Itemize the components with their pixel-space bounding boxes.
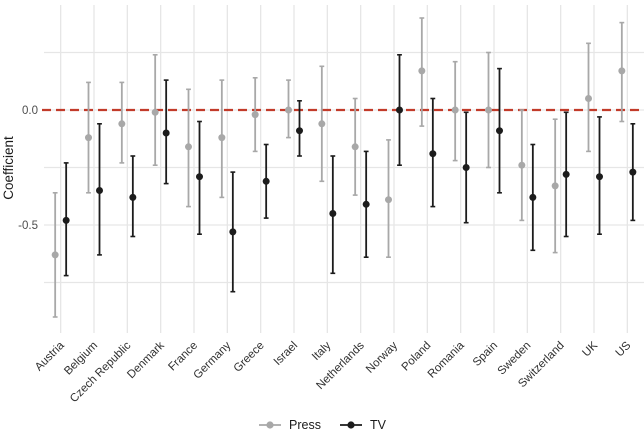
point-netherlands-press <box>351 143 359 151</box>
point-austria-press <box>51 251 59 259</box>
x-tick-label-norway: Norway <box>364 339 400 375</box>
point-italy-tv <box>329 210 337 217</box>
x-tick-label-germany: Germany <box>192 339 234 381</box>
press-legend-key-icon <box>259 421 282 429</box>
point-denmark-tv <box>162 129 170 137</box>
x-tick-label-italy: Italy <box>310 339 334 363</box>
chart-legend: Press TV <box>0 419 644 432</box>
legend-item-press: Press <box>258 419 321 432</box>
point-sweden-tv <box>529 193 537 201</box>
point-us-press <box>618 67 626 75</box>
point-greece-press <box>251 111 259 119</box>
x-tick-label-greece: Greece <box>232 340 267 375</box>
point-germany-tv <box>229 228 237 236</box>
point-switzerland-press <box>551 182 559 190</box>
point-poland-tv <box>429 150 437 158</box>
point-spain-press <box>485 106 492 114</box>
x-tick-label-denmark: Denmark <box>125 339 167 381</box>
x-tick-label-uk: UK <box>580 339 600 359</box>
point-uk-tv <box>596 173 603 181</box>
point-romania-press <box>451 106 459 114</box>
point-czech-republic-press <box>118 120 126 128</box>
point-greece-tv <box>262 177 270 185</box>
legend-label-tv: TV <box>369 418 386 432</box>
x-tick-label-israel: Israel <box>272 340 300 368</box>
point-austria-tv <box>62 216 70 224</box>
y-tick-label-0.0: 0.0 <box>22 105 38 117</box>
point-norway-press <box>385 196 392 204</box>
point-romania-tv <box>462 164 470 171</box>
point-israel-press <box>285 106 292 114</box>
point-sweden-press <box>518 161 526 169</box>
point-germany-press <box>218 134 226 142</box>
point-belgium-press <box>85 134 92 142</box>
point-poland-press <box>418 67 426 75</box>
point-us-tv <box>629 168 637 176</box>
point-denmark-press <box>151 108 159 116</box>
point-belgium-tv <box>96 187 103 194</box>
point-israel-tv <box>296 127 303 135</box>
point-netherlands-tv <box>362 200 370 208</box>
y-tick-label--0.5: -0.5 <box>18 220 38 232</box>
point-norway-tv <box>396 106 403 114</box>
point-france-tv <box>196 173 203 181</box>
point-spain-tv <box>496 127 503 135</box>
legend-label-press: Press <box>289 418 321 432</box>
legend-item-tv: TV <box>339 419 386 432</box>
point-switzerland-tv <box>562 170 570 178</box>
y-axis-title: Coefficient <box>1 136 16 200</box>
point-france-press <box>185 143 192 151</box>
x-tick-label-us: US <box>614 339 634 359</box>
x-tick-label-romania: Romania <box>426 339 467 380</box>
point-italy-press <box>318 120 326 128</box>
point-czech-republic-tv <box>129 193 137 201</box>
x-tick-label-spain: Spain <box>471 340 500 369</box>
x-tick-label-czech-republic: Czech Republic <box>68 339 134 405</box>
point-uk-press <box>585 95 592 102</box>
tv-legend-key-icon <box>339 421 362 429</box>
